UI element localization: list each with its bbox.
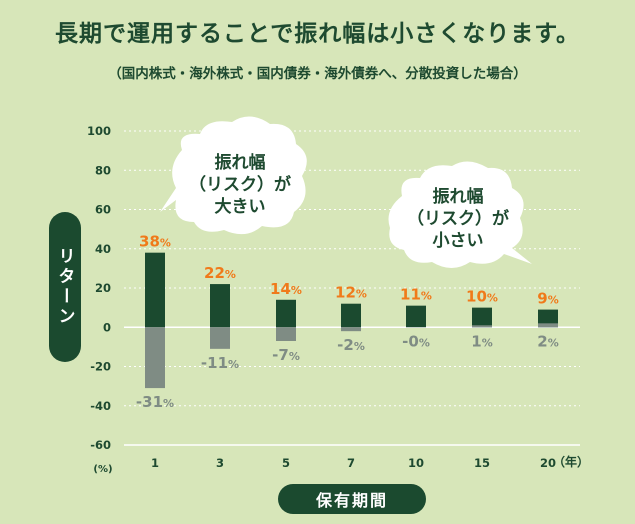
y-tick-label: 100 — [87, 124, 111, 138]
bar-max-return — [210, 284, 230, 328]
min-return-label: -2% — [337, 336, 365, 354]
max-return-label: 38% — [139, 233, 171, 251]
page-title: 長期で運用することで振れ幅は小さくなります。 — [54, 21, 580, 47]
y-tick-label: 60 — [95, 203, 111, 217]
y-axis-label: リターン — [49, 212, 81, 362]
data-labels: 38% 22% 14% 12% 11% 10% 9% -31% -11% -7% -2% -0% 1% 2… — [136, 233, 559, 411]
min-return-label: 2% — [537, 332, 558, 350]
bubble-line: 小さい — [432, 231, 484, 251]
bar-min-return — [472, 325, 492, 328]
min-return-label: -31% — [136, 393, 174, 411]
bar-max-return — [406, 305, 426, 328]
y-tick-label: -60 — [90, 438, 111, 452]
max-return-label: 14% — [270, 280, 302, 298]
min-return-label: -7% — [272, 346, 300, 364]
bar-min-return — [538, 323, 558, 328]
y-axis-label-text: リターン — [54, 247, 75, 327]
min-return-label: -0% — [402, 332, 430, 350]
bubble-text-small: 振れ幅 （リスク）が 小さい — [398, 186, 518, 252]
page-subtitle: （国内株式・海外株式・国内債券・海外債券へ、分散投資した場合） — [108, 66, 527, 82]
bar-max-return — [276, 299, 296, 328]
y-axis-ticks: 100 80 60 40 20 0 -20 -40 -60 — [87, 124, 111, 452]
y-tick-label: -20 — [90, 360, 111, 374]
x-axis-label: 保有期間 — [278, 484, 426, 514]
y-unit-label: (%) — [93, 464, 112, 475]
bubble-line: （リスク）が — [189, 175, 291, 195]
speech-bubble-small — [388, 161, 532, 268]
bubble-line: 振れ幅 — [214, 153, 266, 173]
bar-min-return — [276, 327, 296, 341]
max-return-label: 10% — [466, 288, 498, 306]
bubble-line: 大きい — [214, 197, 266, 217]
y-tick-label: -40 — [90, 399, 111, 413]
x-tick-label: 10 — [408, 456, 424, 470]
bubble-line: 振れ幅 — [432, 187, 484, 207]
bar-max-return — [341, 303, 361, 328]
bubble-text-large: 振れ幅 （リスク）が 大きい — [180, 152, 300, 218]
min-return-label: 1% — [471, 332, 492, 350]
x-tick-label: 20 — [540, 456, 556, 470]
x-tick-label: 3 — [216, 456, 224, 470]
max-return-label: 22% — [204, 264, 236, 282]
y-tick-label: 20 — [95, 281, 111, 295]
bar-min-return — [341, 327, 361, 332]
x-tick-label: 1 — [151, 456, 159, 470]
x-tick-label: 7 — [347, 456, 355, 470]
x-axis-ticks: 1 3 5 7 10 15 20 — [151, 456, 556, 470]
y-tick-label: 0 — [103, 320, 111, 334]
bar-min-return — [145, 327, 165, 389]
bar-max-return — [538, 309, 558, 328]
bar-max-return — [145, 252, 165, 328]
bubble-line: （リスク）が — [407, 209, 509, 229]
y-tick-label: 40 — [95, 242, 111, 256]
x-unit-label: （年） — [553, 454, 589, 469]
bar-min-return — [210, 327, 230, 349]
x-tick-label: 15 — [474, 456, 490, 470]
min-return-label: -11% — [201, 354, 239, 372]
max-return-label: 9% — [537, 290, 558, 308]
y-tick-label: 80 — [95, 163, 111, 177]
bar-max-return — [472, 307, 492, 328]
max-return-label: 12% — [335, 284, 367, 302]
speech-bubble-large — [160, 116, 307, 235]
bars — [145, 252, 558, 389]
x-tick-label: 5 — [282, 456, 290, 470]
max-return-label: 11% — [400, 286, 432, 304]
